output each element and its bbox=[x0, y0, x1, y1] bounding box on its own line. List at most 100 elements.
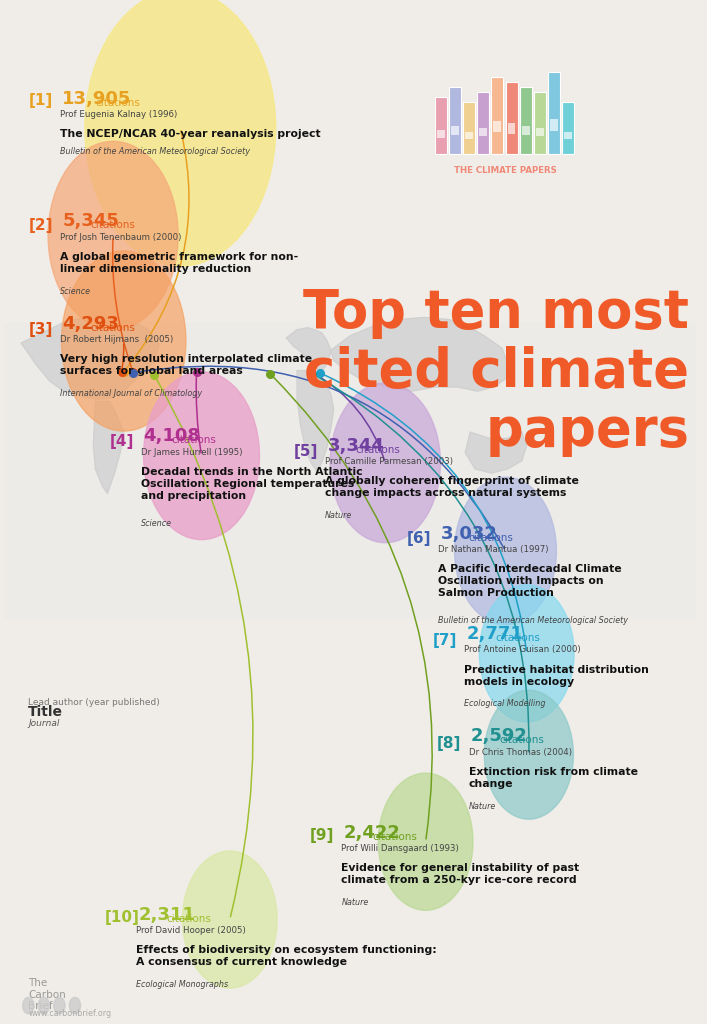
Text: Predictive habitat distribution
models in ecology: Predictive habitat distribution models i… bbox=[464, 665, 649, 686]
FancyBboxPatch shape bbox=[534, 92, 546, 154]
Text: The NCEP/NCAR 40-year reanalysis project: The NCEP/NCAR 40-year reanalysis project bbox=[60, 129, 321, 139]
Text: Dr Nathan Mantua (1997): Dr Nathan Mantua (1997) bbox=[438, 545, 549, 554]
Polygon shape bbox=[465, 432, 527, 473]
Text: Very high resolution interpolated climate
surfaces for global land areas: Very high resolution interpolated climat… bbox=[60, 354, 312, 376]
Text: Lead author (year published): Lead author (year published) bbox=[28, 697, 160, 707]
FancyBboxPatch shape bbox=[449, 87, 461, 154]
Text: [7]: [7] bbox=[433, 633, 457, 648]
Circle shape bbox=[54, 997, 65, 1014]
Text: Top ten most
cited climate
papers: Top ten most cited climate papers bbox=[303, 287, 689, 458]
Text: citations: citations bbox=[90, 220, 135, 230]
Text: The
Carbon
Brief: The Carbon Brief bbox=[28, 978, 66, 1011]
Text: A globally coherent fingerprint of climate
change impacts across natural systems: A globally coherent fingerprint of clima… bbox=[325, 476, 579, 498]
Text: citations: citations bbox=[95, 97, 140, 108]
Text: 2,592: 2,592 bbox=[471, 727, 527, 745]
FancyBboxPatch shape bbox=[536, 128, 544, 136]
Text: [6]: [6] bbox=[407, 530, 431, 546]
Circle shape bbox=[62, 251, 186, 431]
Circle shape bbox=[23, 997, 34, 1014]
Text: citations: citations bbox=[356, 444, 400, 455]
Text: citations: citations bbox=[90, 323, 135, 333]
Text: Decadal trends in the North Atlantic
Oscillation: Regional temperatures
and prec: Decadal trends in the North Atlantic Osc… bbox=[141, 467, 363, 501]
Text: Bulletin of the American Meteorological Society: Bulletin of the American Meteorological … bbox=[438, 615, 629, 625]
Circle shape bbox=[330, 383, 440, 543]
Text: Prof Willi Dansgaard (1993): Prof Willi Dansgaard (1993) bbox=[341, 844, 460, 853]
Polygon shape bbox=[286, 328, 331, 371]
Text: Journal: Journal bbox=[28, 719, 59, 728]
FancyBboxPatch shape bbox=[435, 97, 447, 154]
FancyBboxPatch shape bbox=[506, 82, 518, 154]
Text: citations: citations bbox=[372, 831, 416, 842]
Polygon shape bbox=[21, 315, 159, 399]
FancyBboxPatch shape bbox=[465, 132, 473, 139]
Circle shape bbox=[378, 773, 473, 910]
Circle shape bbox=[144, 372, 259, 540]
Circle shape bbox=[85, 0, 276, 266]
Text: Science: Science bbox=[60, 287, 91, 296]
Text: Dr James Hurrell (1995): Dr James Hurrell (1995) bbox=[141, 447, 243, 457]
Text: 3,032: 3,032 bbox=[440, 524, 497, 543]
Text: Dr Robert Hijmans  (2005): Dr Robert Hijmans (2005) bbox=[60, 335, 173, 344]
Text: citations: citations bbox=[167, 913, 211, 924]
Text: Evidence for general instability of past
climate from a 250-kyr ice-core record: Evidence for general instability of past… bbox=[341, 863, 580, 885]
Polygon shape bbox=[93, 401, 124, 494]
FancyBboxPatch shape bbox=[520, 87, 532, 154]
Text: 4,293: 4,293 bbox=[62, 314, 119, 333]
Text: A global geometric framework for non-
linear dimensionality reduction: A global geometric framework for non- li… bbox=[60, 252, 298, 273]
Text: citations: citations bbox=[469, 532, 513, 543]
Text: 13,905: 13,905 bbox=[62, 89, 132, 108]
Text: Ecological Modelling: Ecological Modelling bbox=[464, 699, 546, 709]
Text: [2]: [2] bbox=[28, 218, 53, 233]
FancyBboxPatch shape bbox=[479, 128, 487, 136]
Text: A Pacific Interdecadal Climate
Oscillation with Impacts on
Salmon Production: A Pacific Interdecadal Climate Oscillati… bbox=[438, 564, 622, 598]
Text: Prof Josh Tenenbaum (2000): Prof Josh Tenenbaum (2000) bbox=[60, 232, 182, 242]
Text: citations: citations bbox=[499, 735, 544, 745]
FancyBboxPatch shape bbox=[562, 102, 574, 154]
Text: Nature: Nature bbox=[469, 802, 496, 811]
Text: Nature: Nature bbox=[341, 898, 369, 907]
FancyBboxPatch shape bbox=[508, 124, 515, 133]
Text: THE CLIMATE PAPERS: THE CLIMATE PAPERS bbox=[454, 166, 557, 175]
FancyBboxPatch shape bbox=[451, 126, 459, 135]
Text: [5]: [5] bbox=[293, 443, 317, 459]
Circle shape bbox=[69, 997, 81, 1014]
FancyBboxPatch shape bbox=[4, 323, 696, 620]
FancyBboxPatch shape bbox=[564, 132, 572, 139]
Text: [1]: [1] bbox=[28, 92, 52, 108]
Text: 3,344: 3,344 bbox=[327, 436, 384, 455]
FancyBboxPatch shape bbox=[493, 122, 501, 132]
FancyBboxPatch shape bbox=[550, 119, 558, 131]
Text: Prof David Hooper (2005): Prof David Hooper (2005) bbox=[136, 926, 246, 935]
FancyBboxPatch shape bbox=[548, 72, 560, 154]
Text: [4]: [4] bbox=[110, 433, 134, 449]
Text: citations: citations bbox=[495, 633, 539, 643]
Text: 5,345: 5,345 bbox=[62, 212, 119, 230]
Text: Prof Antoine Guisan (2000): Prof Antoine Guisan (2000) bbox=[464, 645, 581, 654]
Text: [9]: [9] bbox=[310, 827, 334, 843]
Text: 2,422: 2,422 bbox=[344, 823, 400, 842]
Polygon shape bbox=[331, 317, 508, 391]
Text: Nature: Nature bbox=[325, 511, 353, 520]
Text: Effects of biodiversity on ecosystem functioning:
A consensus of current knowled: Effects of biodiversity on ecosystem fun… bbox=[136, 945, 437, 967]
Text: www.carbonbrief.org: www.carbonbrief.org bbox=[28, 1009, 112, 1018]
FancyBboxPatch shape bbox=[463, 102, 475, 154]
Circle shape bbox=[484, 690, 573, 819]
Text: Dr Chris Thomas (2004): Dr Chris Thomas (2004) bbox=[469, 748, 572, 757]
Text: 2,771: 2,771 bbox=[467, 625, 523, 643]
Text: [8]: [8] bbox=[437, 735, 461, 751]
Text: citations: citations bbox=[172, 435, 216, 445]
Text: Title: Title bbox=[28, 705, 64, 719]
Circle shape bbox=[479, 585, 574, 722]
Circle shape bbox=[48, 141, 178, 330]
Text: [3]: [3] bbox=[28, 322, 52, 337]
Text: Ecological Monographs: Ecological Monographs bbox=[136, 980, 228, 989]
FancyBboxPatch shape bbox=[477, 92, 489, 154]
Text: 4,108: 4,108 bbox=[144, 427, 201, 445]
Text: Extinction risk from climate
change: Extinction risk from climate change bbox=[469, 767, 638, 788]
Text: [10]: [10] bbox=[105, 909, 139, 925]
Text: Prof Camille Parmesan (2003): Prof Camille Parmesan (2003) bbox=[325, 457, 453, 466]
FancyBboxPatch shape bbox=[522, 126, 530, 135]
Text: Prof Eugenia Kalnay (1996): Prof Eugenia Kalnay (1996) bbox=[60, 110, 177, 119]
FancyBboxPatch shape bbox=[491, 77, 503, 154]
Circle shape bbox=[38, 997, 49, 1014]
